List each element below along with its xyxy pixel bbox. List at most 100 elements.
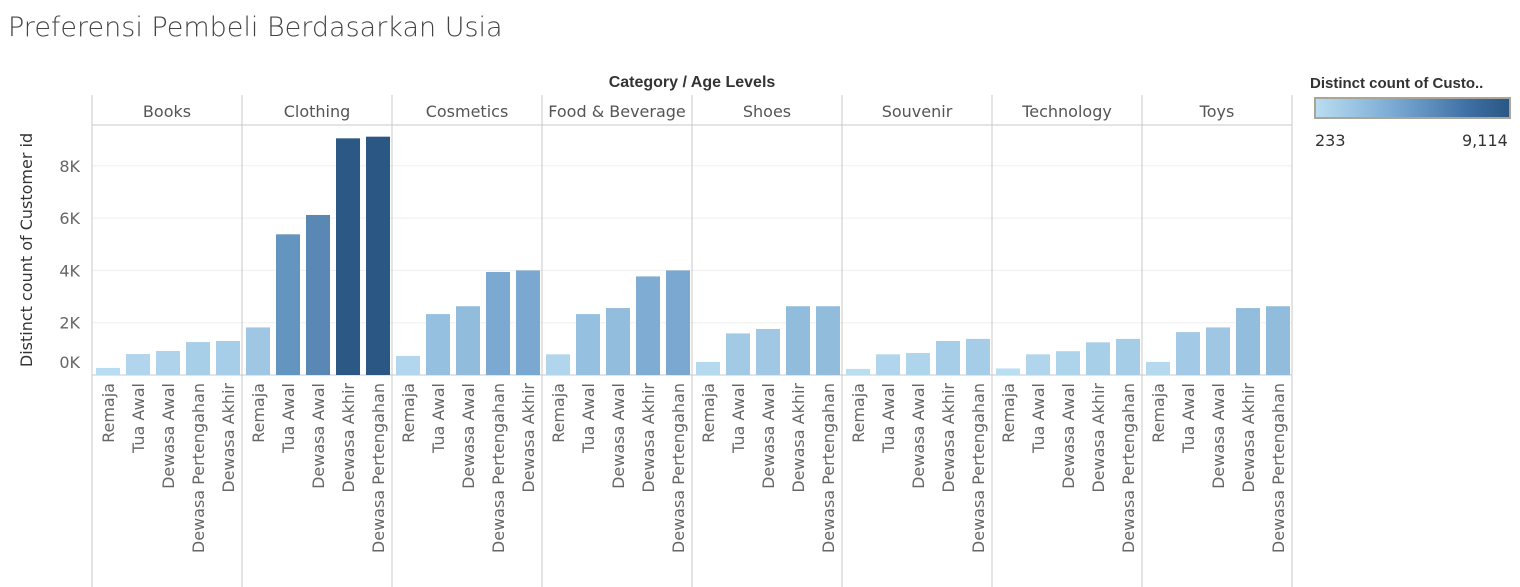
x-tick-label: Dewasa Pertengahan	[969, 383, 988, 553]
panel-header-shoes: Shoes	[743, 102, 791, 121]
panel-header-clothing: Clothing	[284, 102, 351, 121]
bar	[876, 354, 900, 375]
y-tick-label: 2K	[59, 314, 80, 333]
bar	[276, 234, 300, 375]
x-tick-label: Dewasa Pertengahan	[1269, 383, 1288, 553]
y-axis-title: Distinct count of Customer id	[17, 133, 36, 367]
panel-header-souvenir: Souvenir	[882, 102, 953, 121]
x-tick-label: Dewasa Akhir	[939, 383, 958, 493]
x-tick-label: Dewasa Akhir	[519, 383, 538, 493]
bar	[666, 270, 690, 375]
bar	[96, 367, 120, 375]
bar	[846, 368, 870, 375]
x-tick-label: Remaja	[99, 383, 118, 443]
bar	[1176, 332, 1200, 375]
x-tick-label: Dewasa Akhir	[639, 383, 658, 493]
bar	[396, 355, 420, 375]
x-tick-label: Dewasa Akhir	[1239, 383, 1258, 493]
x-tick-label: Dewasa Pertengahan	[669, 383, 688, 553]
bar	[486, 271, 510, 375]
bar	[936, 341, 960, 375]
bar	[246, 327, 270, 375]
x-tick-label: Dewasa Awal	[1059, 383, 1078, 489]
x-tick-label: Dewasa Akhir	[339, 383, 358, 493]
x-tick-label: Remaja	[699, 383, 718, 443]
bar	[576, 314, 600, 375]
bar	[1116, 338, 1140, 375]
y-tick-label: 6K	[59, 209, 80, 228]
bar	[126, 354, 150, 375]
panel-header-books: Books	[143, 102, 191, 121]
x-tick-label: Tua Awal	[729, 383, 748, 454]
x-tick-label: Tua Awal	[429, 383, 448, 454]
bar	[156, 350, 180, 375]
panel-header-cosmetics: Cosmetics	[426, 102, 509, 121]
bar	[816, 306, 840, 375]
bar	[906, 353, 930, 375]
legend-max-label: 9,114	[1462, 131, 1508, 150]
x-tick-label: Dewasa Awal	[909, 383, 928, 489]
legend-title: Distinct count of Custo..	[1310, 75, 1484, 92]
bar	[1206, 327, 1230, 375]
x-tick-label: Dewasa Awal	[159, 383, 178, 489]
bar	[336, 138, 360, 375]
y-tick-label: 4K	[59, 261, 80, 280]
x-tick-label: Dewasa Pertengahan	[189, 383, 208, 553]
bar	[696, 361, 720, 375]
bar	[606, 308, 630, 375]
bar	[456, 306, 480, 375]
bar	[1026, 354, 1050, 375]
x-tick-label: Dewasa Pertengahan	[819, 383, 838, 553]
bar	[516, 270, 540, 375]
panel-header-food-beverage: Food & Beverage	[548, 102, 686, 121]
bar	[726, 333, 750, 375]
bar	[996, 368, 1020, 375]
bar	[756, 328, 780, 375]
bar-chart: Category / Age Levels 0K 2K 4K 6K 8K Distinct …	[17, 74, 1293, 587]
bar	[1146, 361, 1170, 375]
x-tick-label: Dewasa Awal	[759, 383, 778, 489]
x-tick-label: Remaja	[999, 383, 1018, 443]
x-tick-label: Remaja	[849, 383, 868, 443]
column-header-title: Category / Age Levels	[609, 74, 776, 91]
bar	[1266, 306, 1290, 375]
chart-title: Preferensi Pembeli Berdasarkan Usia	[8, 12, 503, 43]
x-tick-label: Tua Awal	[579, 383, 598, 454]
x-tick-label: Dewasa Awal	[609, 383, 628, 489]
bar	[1236, 308, 1260, 375]
x-tick-label: Tua Awal	[129, 383, 148, 454]
bar	[966, 338, 990, 375]
x-tick-label: Dewasa Akhir	[219, 383, 238, 493]
x-tick-label: Dewasa Awal	[459, 383, 478, 489]
legend-min-label: 233	[1315, 131, 1346, 150]
bar	[366, 136, 390, 375]
bar	[186, 342, 210, 375]
bar	[636, 276, 660, 375]
x-tick-label: Tua Awal	[1029, 383, 1048, 454]
x-tick-label: Dewasa Awal	[1209, 383, 1228, 489]
y-tick-label: 0K	[59, 353, 80, 372]
panel-header-toys: Toys	[1199, 102, 1235, 121]
x-tick-label: Dewasa Akhir	[789, 383, 808, 493]
x-tick-label: Remaja	[249, 383, 268, 443]
bar	[786, 306, 810, 375]
legend-color-ramp	[1314, 97, 1511, 119]
bar	[1056, 351, 1080, 375]
bar	[306, 214, 330, 375]
x-tick-label: Tua Awal	[879, 383, 898, 454]
bar	[1086, 342, 1110, 375]
panel-header-technology: Technology	[1021, 102, 1112, 121]
bar	[216, 341, 240, 375]
y-tick-label: 8K	[59, 157, 80, 176]
bar	[546, 354, 570, 375]
x-tick-label: Dewasa Akhir	[1089, 383, 1108, 493]
x-tick-label: Dewasa Pertengahan	[489, 383, 508, 553]
x-tick-label: Remaja	[399, 383, 418, 443]
x-tick-label: Remaja	[1149, 383, 1168, 443]
bar	[426, 314, 450, 375]
x-tick-label: Remaja	[549, 383, 568, 443]
x-tick-label: Tua Awal	[279, 383, 298, 454]
x-tick-label: Dewasa Awal	[309, 383, 328, 489]
x-tick-label: Dewasa Pertengahan	[1119, 383, 1138, 553]
x-tick-label: Dewasa Pertengahan	[369, 383, 388, 553]
